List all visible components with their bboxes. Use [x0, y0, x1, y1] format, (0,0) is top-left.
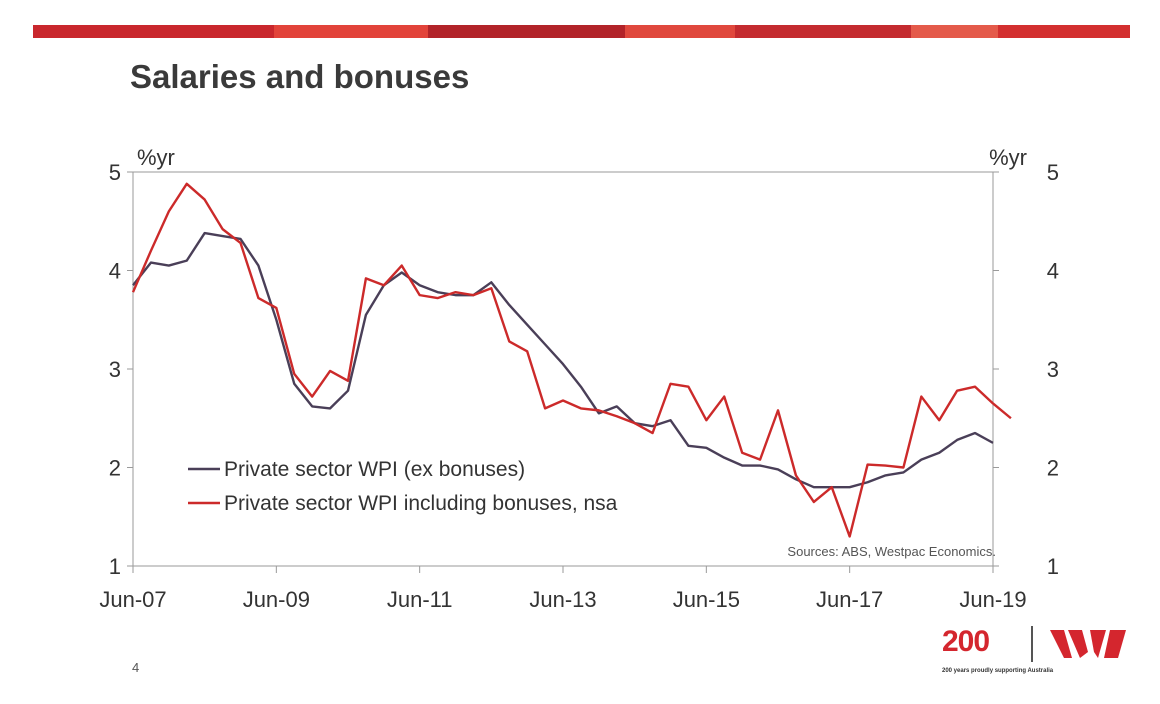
top-bar-segment [998, 25, 1130, 38]
y-tick-label-right: 4 [1047, 259, 1059, 284]
y-tick-label-left: 2 [109, 456, 121, 481]
legend-label: Private sector WPI (ex bonuses) [224, 458, 525, 481]
logo-separator [1031, 626, 1033, 662]
x-tick-label: Jun-13 [529, 587, 596, 612]
y-tick-label-left: 5 [109, 160, 121, 185]
westpac-w-logo [1050, 630, 1126, 658]
x-tick-label: Jun-17 [816, 587, 883, 612]
logo-200: 200 [942, 625, 990, 658]
legend-label: Private sector WPI including bonuses, ns… [224, 492, 618, 515]
legend: Private sector WPI (ex bonuses) Private s… [188, 458, 618, 515]
x-tick-label: Jun-07 [99, 587, 166, 612]
top-accent-bar [33, 25, 1130, 38]
top-bar-segment [427, 25, 626, 38]
source-annotation: Sources: ABS, Westpac Economics. [787, 544, 996, 559]
series-line [131, 182, 1012, 538]
y-tick-label-left: 3 [109, 357, 121, 382]
y-axis-unit-left: %yr [137, 145, 175, 170]
y-tick-label-right: 1 [1047, 554, 1059, 579]
series-layer [131, 182, 1012, 538]
x-tick-label: Jun-11 [387, 587, 453, 612]
x-tick-label: Jun-15 [673, 587, 740, 612]
page-number: 4 [132, 660, 140, 675]
y-axis-unit-right: %yr [989, 145, 1027, 170]
top-bar-segment [735, 25, 911, 38]
y-tick-label-right: 3 [1047, 357, 1059, 382]
y-tick-label-left: 1 [109, 554, 121, 579]
top-bar-segment [910, 25, 999, 38]
x-tick-label: Jun-19 [959, 587, 1026, 612]
x-tick-label: Jun-09 [243, 587, 310, 612]
y-tick-label-right: 5 [1047, 160, 1059, 185]
axes: 1 1 2 2 3 3 4 4 5 5 Jun-07 Jun-09 Jun-11 Jun-13 Jun-15… [99, 160, 1059, 612]
series-line [132, 231, 994, 489]
top-bar-segment [33, 25, 275, 38]
top-bar-segment [274, 25, 428, 38]
slide-title: Salaries and bonuses [130, 58, 470, 95]
y-tick-label-right: 2 [1047, 456, 1059, 481]
top-bar-segment [625, 25, 736, 38]
y-tick-label-left: 4 [109, 259, 121, 284]
logo-tagline: 200 years proudly supporting Australia [942, 668, 1054, 674]
